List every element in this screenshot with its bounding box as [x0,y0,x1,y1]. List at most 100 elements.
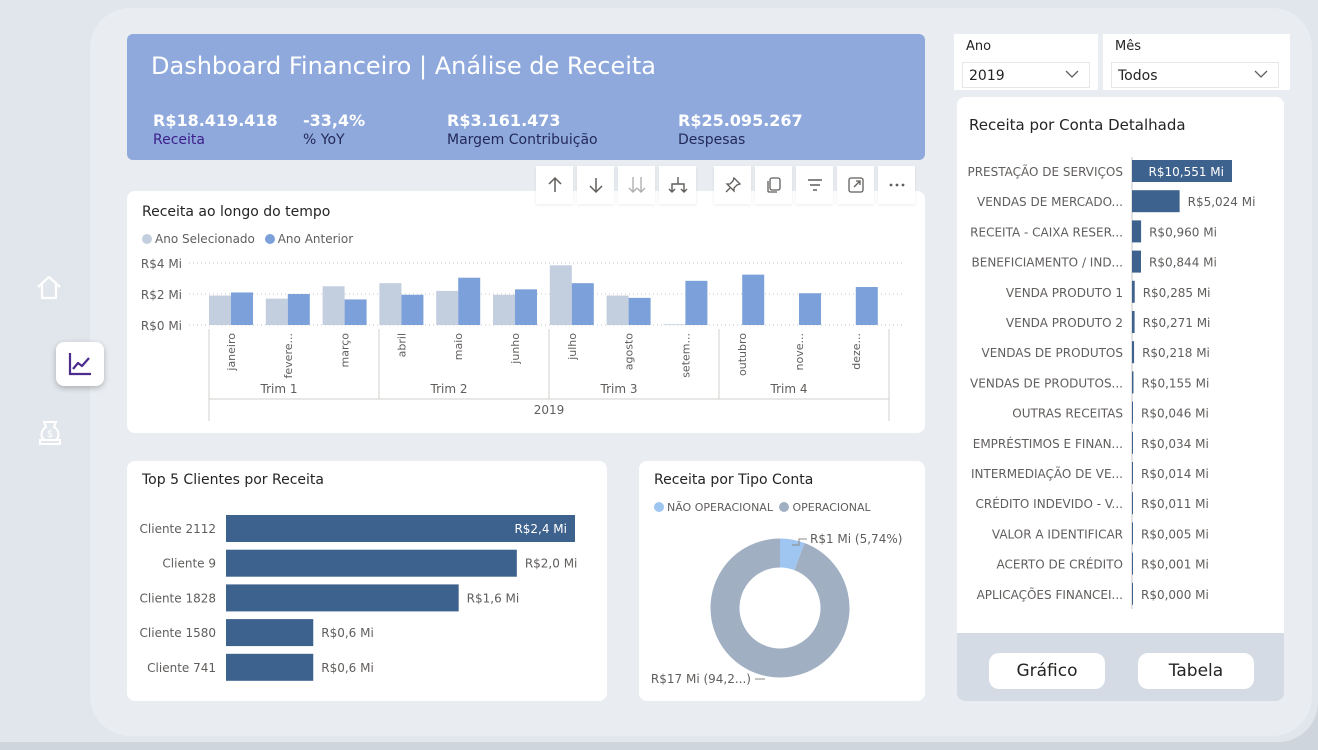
arrow-down-icon[interactable] [577,166,614,204]
bar-selected[interactable] [209,295,231,325]
data-label: R$0,285 Mi [1143,286,1211,300]
category-label: VENDA PRODUTO 2 [1006,316,1123,330]
client-bar[interactable] [226,584,459,612]
focus-mode-icon[interactable] [837,166,874,204]
category-label: BENEFICIAMENTO / IND... [972,256,1124,270]
category-label: EMPRÉSTIMOS E FINAN... [973,436,1123,451]
account-bar[interactable] [1132,220,1142,243]
legend-item[interactable]: Ano Anterior [264,232,353,246]
legend-item[interactable]: OPERACIONAL [779,501,871,514]
toolbar-spacer [700,166,710,204]
client-bar[interactable] [226,619,314,647]
more-options-icon[interactable] [878,166,915,204]
legend-item[interactable]: Ano Selecionado [142,232,255,246]
kpi-despesas: R$25.095.267 Despesas [678,111,803,148]
x-tick-label: janeiro [225,333,238,372]
header-banner: Dashboard Financeiro | Análise de Receit… [127,34,925,160]
x-tick-label: março [339,333,352,368]
data-label: R$0,6 Mi [321,661,374,675]
double-arrow-down-icon[interactable] [618,166,655,204]
trend-chart-icon[interactable] [56,342,104,386]
bar-previous[interactable] [287,294,310,325]
bar-previous[interactable] [458,277,481,325]
legend-item[interactable]: NÃO OPERACIONAL [654,501,773,514]
data-label: R$0,155 Mi [1141,376,1209,390]
account-bar[interactable] [1132,552,1133,575]
x-tick-label: junho [509,333,522,365]
account-bar[interactable] [1132,431,1133,454]
slicer-label: Mês [1115,39,1141,54]
view-toggle-bar: Gráfico Tabela [957,633,1284,701]
account-bar[interactable] [1132,371,1134,394]
category-label: Cliente 741 [147,661,216,675]
bar-previous[interactable] [855,287,878,325]
bar-selected[interactable] [606,295,629,325]
bar-selected[interactable] [436,290,459,325]
slice-nao-operacional[interactable] [779,538,805,571]
account-bar[interactable] [1132,160,1232,182]
client-bar[interactable] [226,653,314,681]
bar-selected[interactable] [322,286,345,325]
kpi-label: Receita [153,132,205,148]
bar-previous[interactable] [799,293,821,325]
category-label: APLICAÇÕES FINANCEI... [977,587,1123,602]
client-bar[interactable] [226,515,575,542]
fork-down-icon[interactable] [659,166,696,204]
copy-icon[interactable] [755,166,792,204]
kpi-value: R$3.161.473 [447,111,561,130]
bar-previous[interactable] [401,294,424,325]
client-bar[interactable] [226,549,517,577]
account-bar[interactable] [1132,522,1133,545]
money-bag-icon[interactable]: $ [26,410,74,454]
account-bar[interactable] [1132,250,1141,273]
chevron-down-icon [1254,70,1268,78]
bar-previous[interactable] [685,280,708,325]
kpi-margem: R$3.161.473 Margem Contribuição [447,111,598,148]
data-label: R$0,6 Mi [321,626,374,640]
slice-operacional[interactable] [710,538,850,678]
account-bar[interactable] [1132,401,1133,424]
chart-title: Receita por Tipo Conta [654,472,814,488]
arrow-up-icon[interactable] [536,166,573,204]
bar-selected[interactable] [493,294,515,325]
account-bar[interactable] [1132,582,1133,605]
bar-selected[interactable] [265,298,288,325]
category-label: VENDAS DE PRODUTOS [981,346,1123,360]
detail-card[interactable]: Receita por Conta Detalhada PRESTAÇÃO DE… [957,97,1284,701]
x-tick-label: abril [395,333,408,357]
ano-dropdown[interactable]: 2019 [962,62,1090,88]
category-label: PRESTAÇÃO DE SERVIÇOS [967,164,1123,179]
category-label: VENDAS DE MERCADO... [977,195,1123,209]
account-bar[interactable] [1132,341,1135,364]
mes-dropdown[interactable]: Todos [1111,62,1279,88]
x-tick-label: agosto [623,333,636,370]
top-clients-card[interactable]: Top 5 Clientes por Receita Cliente 2112 R… [127,461,607,701]
bar-selected[interactable] [379,283,402,325]
bar-previous[interactable] [344,299,367,325]
account-bar[interactable] [1132,311,1135,333]
time-chart-card[interactable]: Receita ao longo do tempo Ano Selecionad… [127,191,925,433]
account-bar[interactable] [1132,462,1133,484]
account-bar[interactable] [1132,190,1180,213]
bar-previous[interactable] [571,283,594,325]
page-title: Dashboard Financeiro | Análise de Receit… [151,52,656,80]
bar-selected[interactable] [663,324,686,325]
kpi-yoy: -33,4% % YoY [303,111,365,148]
y-tick-label: R$2 Mi [141,288,182,302]
bar-previous[interactable] [628,297,651,325]
bar-previous[interactable] [742,274,765,325]
bar-previous[interactable] [515,289,537,325]
pin-icon[interactable] [714,166,751,204]
filter-icon[interactable] [796,166,833,204]
tipo-conta-card[interactable]: Receita por Tipo Conta NÃO OPERACIONAL O… [639,461,925,701]
donut-chart-plot: R$1 Mi (5,74%) R$17 Mi (94,2...) [651,532,903,686]
home-icon[interactable] [25,265,73,309]
x-tick-label: setem... [679,333,692,378]
account-bar[interactable] [1132,492,1133,515]
account-bar[interactable] [1132,280,1135,303]
bar-previous[interactable] [231,292,253,325]
bar-selected[interactable] [549,265,572,325]
tabela-button[interactable]: Tabela [1138,653,1254,689]
x-tick-label: outubro [736,333,749,376]
grafico-button[interactable]: Gráfico [989,653,1105,689]
